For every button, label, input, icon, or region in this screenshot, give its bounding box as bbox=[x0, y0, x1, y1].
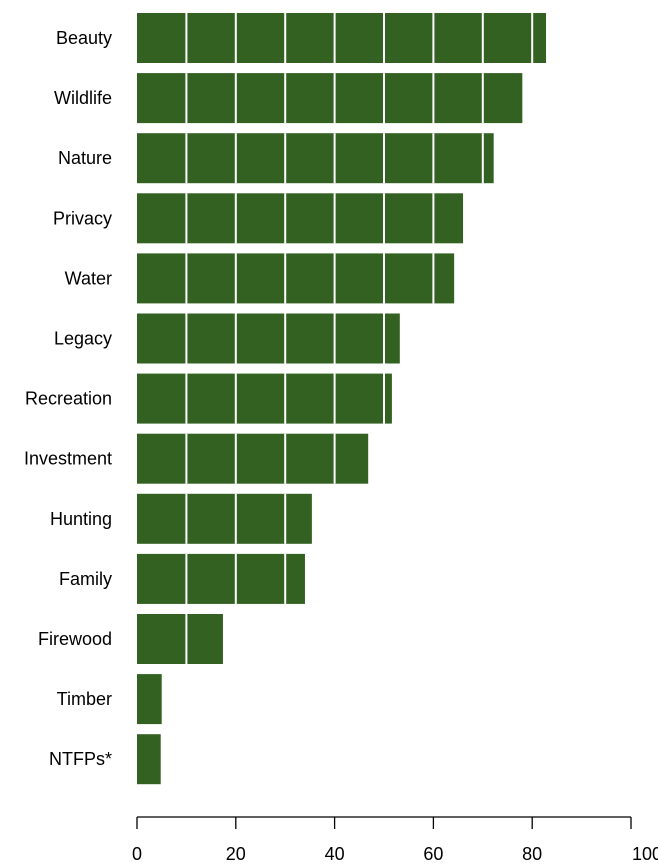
bar-beauty bbox=[137, 13, 547, 63]
bar-timber bbox=[137, 674, 162, 725]
category-label: Timber bbox=[57, 689, 112, 709]
x-tick-label: 100% bbox=[632, 844, 658, 864]
category-label: Legacy bbox=[54, 329, 112, 349]
bar-investment bbox=[137, 433, 369, 484]
category-label: NTFPs* bbox=[49, 749, 112, 769]
category-label: Wildlife bbox=[54, 88, 112, 108]
category-label: Firewood bbox=[38, 629, 112, 649]
category-label: Beauty bbox=[56, 28, 112, 48]
bars-group bbox=[137, 13, 547, 785]
bar-legacy bbox=[137, 313, 400, 364]
bar-privacy bbox=[137, 193, 464, 244]
x-tick-label: 0 bbox=[132, 844, 142, 864]
category-label: Family bbox=[59, 569, 112, 589]
bar-nature bbox=[137, 133, 494, 184]
category-label: Recreation bbox=[25, 389, 112, 409]
category-label: Nature bbox=[58, 148, 112, 168]
x-tick-label: 80 bbox=[522, 844, 542, 864]
x-axis: 0 20 40 60 80 100% bbox=[132, 816, 658, 864]
bar-firewood bbox=[137, 614, 223, 664]
bar-recreation bbox=[137, 373, 392, 424]
x-tick-label: 40 bbox=[325, 844, 345, 864]
category-labels-group: Beauty Wildlife Nature Privacy Water Legacy Re… bbox=[24, 28, 112, 769]
bar-water bbox=[137, 253, 455, 304]
bar-ntfps bbox=[137, 734, 161, 785]
bar-wildlife bbox=[137, 73, 523, 124]
bar-family bbox=[137, 553, 305, 604]
category-label: Water bbox=[65, 268, 112, 288]
category-label: Hunting bbox=[50, 509, 112, 529]
bar-hunting bbox=[137, 493, 312, 544]
category-label: Investment bbox=[24, 449, 112, 469]
category-label: Privacy bbox=[53, 208, 112, 228]
x-tick-label: 20 bbox=[226, 844, 246, 864]
x-tick-label: 60 bbox=[423, 844, 443, 864]
gridlines-group bbox=[185, 13, 534, 664]
